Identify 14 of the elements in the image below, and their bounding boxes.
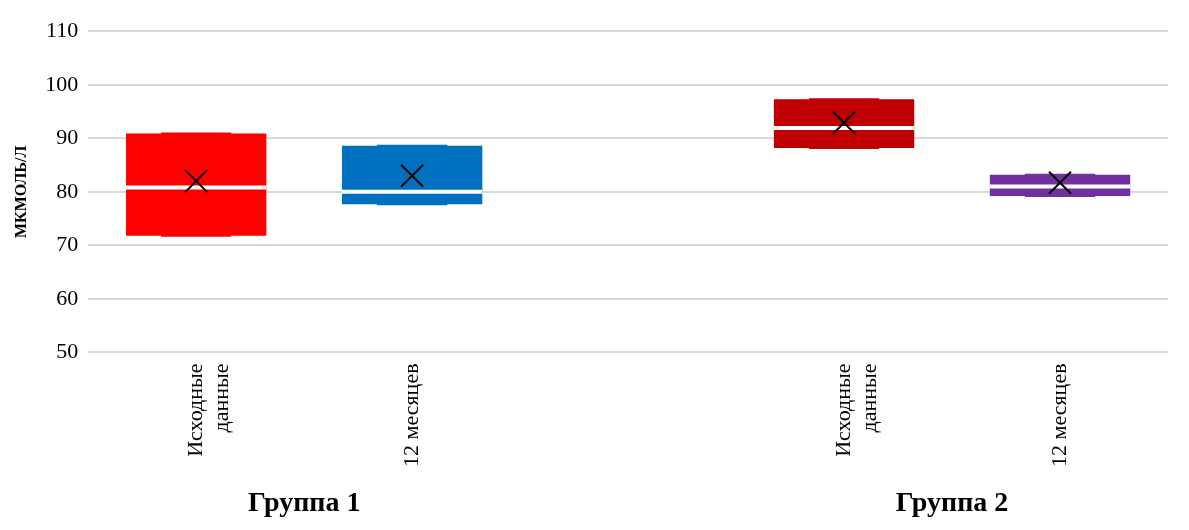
y-tick-label: 80 <box>56 177 79 203</box>
x-tick-label: 12 месяцев <box>397 363 423 467</box>
y-tick-label: 90 <box>56 124 79 150</box>
y-tick-label: 70 <box>56 231 79 257</box>
x-tick-label: 12 месяцев <box>1045 363 1071 467</box>
y-tick-label: 50 <box>56 338 79 364</box>
y-axis-title: МКМОЛЬ/Л <box>11 145 29 238</box>
y-tick-label: 100 <box>45 70 79 96</box>
text: Группа 2 <box>895 486 1009 518</box>
text: Группа 1 <box>247 486 361 518</box>
x-tick-label: Исходные данные <box>181 363 234 457</box>
x-tick-label: Исходные данные <box>829 363 882 457</box>
y-tick-label: 60 <box>56 284 79 310</box>
y-tick-label: 110 <box>46 16 79 42</box>
